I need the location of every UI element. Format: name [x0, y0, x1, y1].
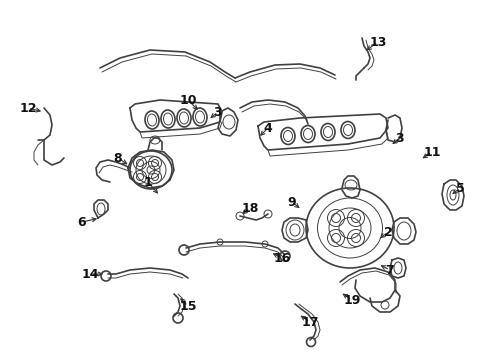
Text: 11: 11 [423, 145, 440, 158]
Text: 4: 4 [263, 122, 272, 135]
Text: 12: 12 [19, 102, 37, 114]
Text: 7: 7 [385, 264, 393, 276]
Text: 13: 13 [368, 36, 386, 49]
Text: 18: 18 [241, 202, 258, 215]
Text: 6: 6 [78, 216, 86, 229]
Text: 3: 3 [213, 105, 222, 118]
Text: 9: 9 [287, 195, 296, 208]
Text: 8: 8 [113, 152, 122, 165]
Text: 19: 19 [343, 293, 360, 306]
Text: 2: 2 [383, 225, 391, 238]
Text: 5: 5 [455, 181, 464, 194]
Text: 10: 10 [179, 94, 196, 107]
Text: 15: 15 [179, 300, 196, 312]
Text: 3: 3 [395, 131, 404, 144]
Text: 17: 17 [301, 315, 318, 328]
Text: 14: 14 [81, 267, 99, 280]
Text: 16: 16 [273, 252, 290, 265]
Text: 1: 1 [143, 175, 152, 189]
